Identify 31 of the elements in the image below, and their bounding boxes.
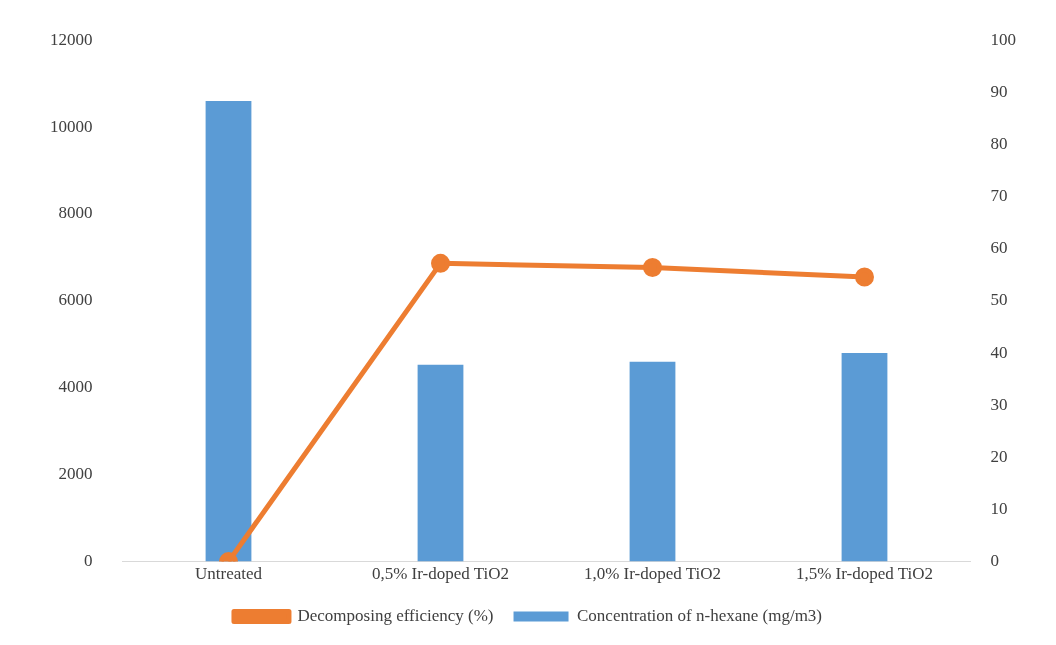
point xyxy=(643,258,662,278)
bar xyxy=(205,101,252,562)
y-tick-label: 10000 xyxy=(50,116,93,136)
x-tick-label: 1,5% Ir-doped TiO2 xyxy=(795,564,934,584)
y2-tick-label: 10 xyxy=(990,498,1008,518)
y2-tick-label: 100 xyxy=(990,29,1016,49)
point xyxy=(855,267,874,287)
y-tick-label: 4000 xyxy=(58,377,93,397)
y2-tick-label: 90 xyxy=(990,81,1008,101)
y-tick-label: 0 xyxy=(84,551,93,571)
x-tick-label: 1,0% Ir-doped TiO2 xyxy=(583,564,722,584)
y-tick-label: 2000 xyxy=(58,464,93,484)
y2-tick-label: 70 xyxy=(990,186,1008,206)
y2-tick-label: 60 xyxy=(990,238,1008,258)
x-tick-label: 0,5% Ir-doped TiO2 xyxy=(371,564,510,584)
y2-tick-label: 50 xyxy=(990,290,1008,310)
y2-tick-label: 30 xyxy=(990,394,1008,414)
y2-tick-label: 0 xyxy=(990,551,999,571)
bar xyxy=(417,364,464,562)
bar xyxy=(629,361,676,562)
y-tick-label: 12000 xyxy=(50,29,93,49)
y2-tick-label: 80 xyxy=(990,133,1008,153)
x-tick-label: Untreated xyxy=(194,564,263,584)
y-tick-label: 6000 xyxy=(58,290,93,310)
y-tick-label: 8000 xyxy=(58,203,93,223)
point xyxy=(431,253,450,273)
legend-label: Decomposing efficiency (%) xyxy=(297,605,494,625)
y2-tick-label: 20 xyxy=(990,446,1008,466)
legend-label: Concentration of n-hexane (mg/m3) xyxy=(577,605,823,625)
y2-tick-label: 40 xyxy=(990,342,1008,362)
bar xyxy=(841,353,888,562)
